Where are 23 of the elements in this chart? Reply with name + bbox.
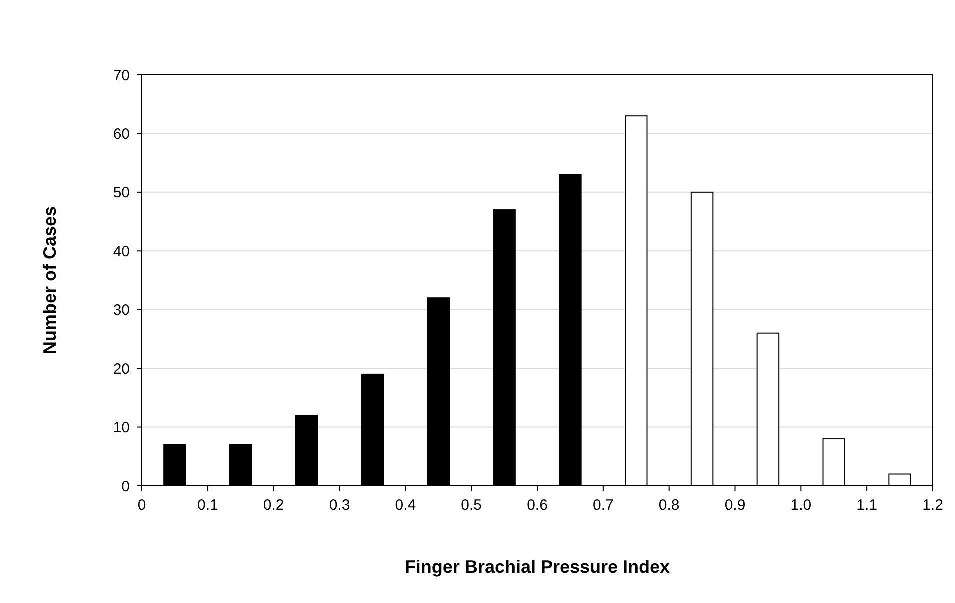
y-axis-title: Number of Cases <box>40 206 60 355</box>
x-tick-label: 0.2 <box>263 497 284 514</box>
y-tick-label: 40 <box>113 243 130 260</box>
y-tick-label: 60 <box>113 126 130 143</box>
y-tick-label: 30 <box>113 302 130 320</box>
x-tick-label: 0 <box>138 497 146 514</box>
x-tick-label: 0.3 <box>329 497 350 514</box>
x-tick-label: 1.1 <box>856 497 878 514</box>
x-tick-label: 0.5 <box>461 497 482 514</box>
y-tick-label: 0 <box>122 478 130 496</box>
y-tick-label: 70 <box>113 67 130 84</box>
x-tick-label: 0.1 <box>197 497 218 514</box>
x-tick-label: 0.4 <box>395 497 416 514</box>
x-tick-label: 0.8 <box>658 497 680 514</box>
y-tick-label: 50 <box>113 184 130 202</box>
x-axis-title: Finger Brachial Pressure Index <box>404 557 670 577</box>
y-tick-label: 10 <box>113 420 130 437</box>
x-tick-label: 0.9 <box>724 497 746 514</box>
x-tick-label: 1.2 <box>922 497 944 514</box>
x-tick-label: 0.6 <box>527 497 548 514</box>
y-tick-label: 20 <box>113 360 130 378</box>
x-tick-label: 1.0 <box>790 497 812 514</box>
x-tick-label: 0.7 <box>592 497 614 514</box>
